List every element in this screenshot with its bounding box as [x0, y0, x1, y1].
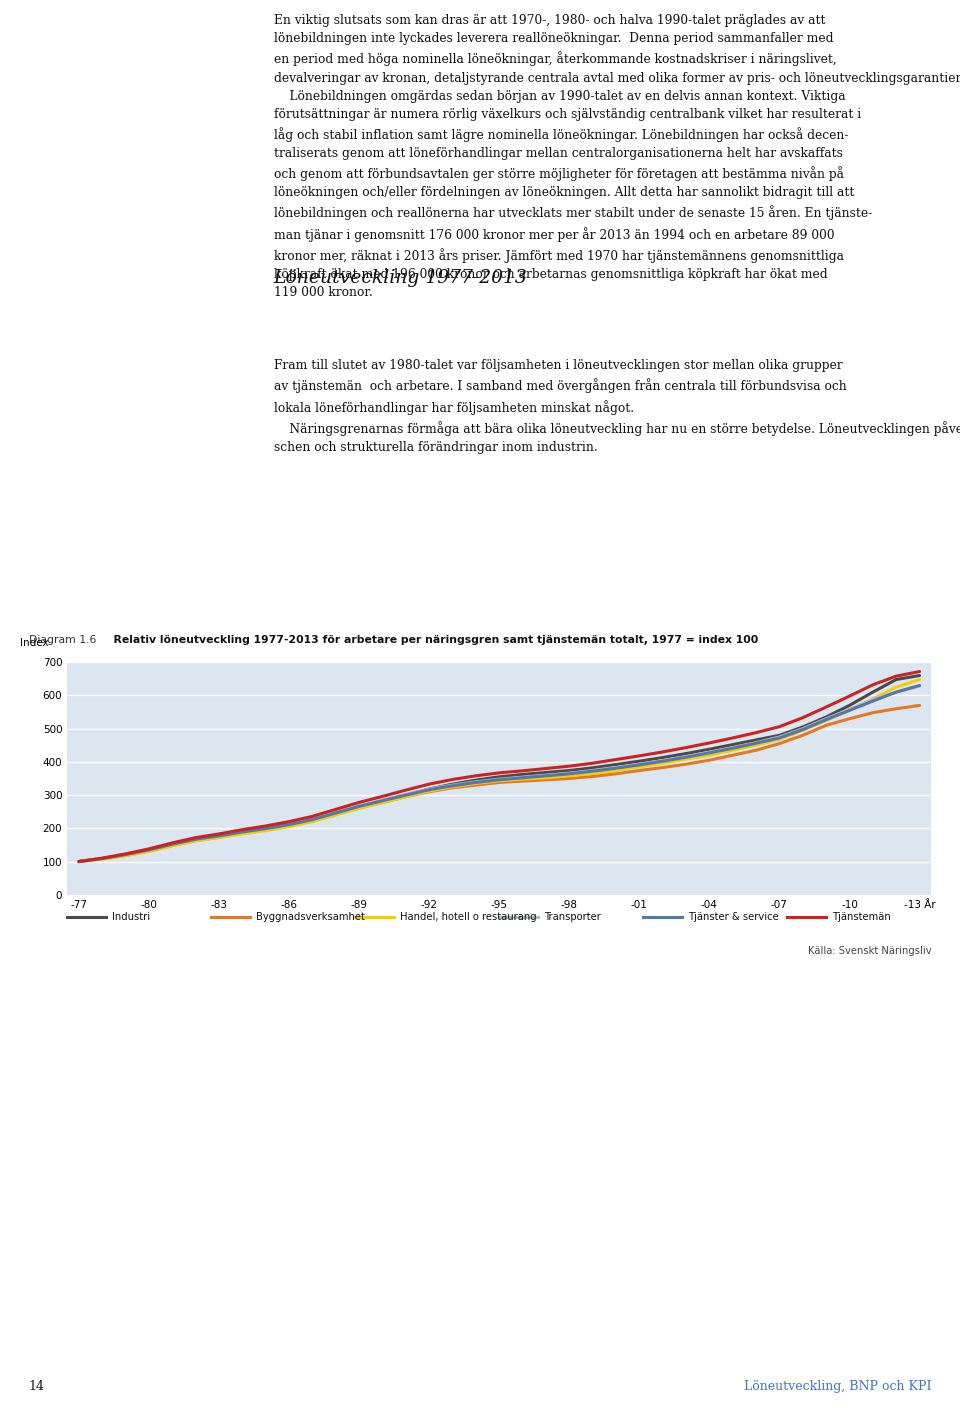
Text: Löneutveckling 1977-2013: Löneutveckling 1977-2013 [274, 269, 527, 286]
Text: Diagram 1.6: Diagram 1.6 [29, 634, 96, 645]
Text: Löneutveckling, BNP och KPI: Löneutveckling, BNP och KPI [744, 1379, 931, 1394]
Text: Relativ löneutveckling 1977-2013 för arbetare per näringsgren samt tjänstemän to: Relativ löneutveckling 1977-2013 för arb… [107, 634, 758, 645]
Text: En viktig slutsats som kan dras är att 1970-, 1980- och halva 1990-talet präglad: En viktig slutsats som kan dras är att 1… [274, 14, 960, 299]
Text: Handel, hotell o restaurang: Handel, hotell o restaurang [400, 912, 537, 923]
Text: Industri: Industri [112, 912, 151, 923]
Text: Tjänstemän: Tjänstemän [832, 912, 891, 923]
Text: Tjänster & service: Tjänster & service [688, 912, 779, 923]
Text: Källa: Svenskt Näringsliv: Källa: Svenskt Näringsliv [807, 945, 931, 957]
Text: Byggnadsverksamhet: Byggnadsverksamhet [256, 912, 365, 923]
Text: Fram till slutet av 1980-talet var följsamheten i löneutvecklingen stor mellan o: Fram till slutet av 1980-talet var följs… [274, 359, 960, 454]
Text: Index: Index [20, 638, 48, 648]
Text: 14: 14 [29, 1379, 45, 1394]
Text: Transporter: Transporter [544, 912, 601, 923]
